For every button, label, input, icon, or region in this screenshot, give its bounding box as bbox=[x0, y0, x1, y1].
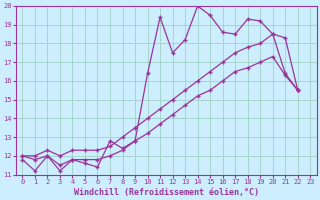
X-axis label: Windchill (Refroidissement éolien,°C): Windchill (Refroidissement éolien,°C) bbox=[74, 188, 259, 197]
